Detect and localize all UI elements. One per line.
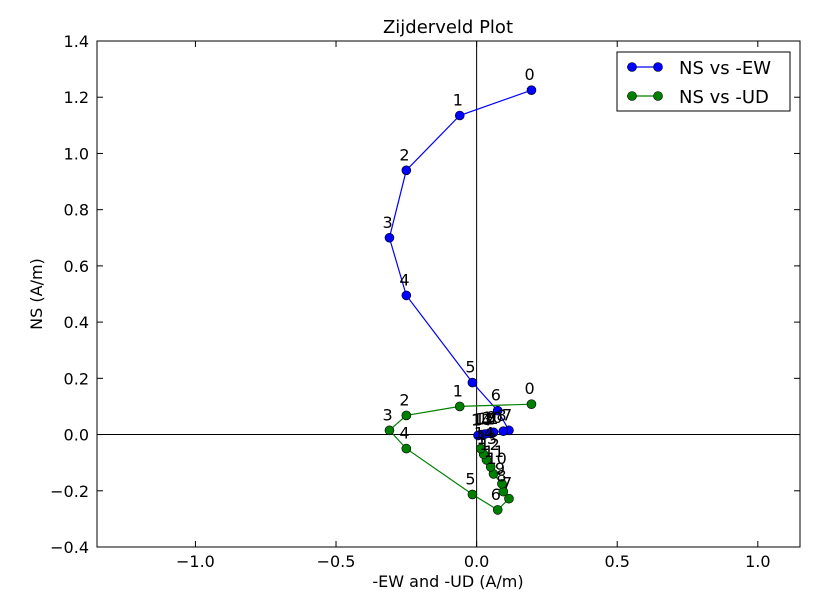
- point-label: 11: [484, 442, 504, 461]
- point-label: 5: [465, 469, 475, 488]
- point-label: 1: [453, 381, 463, 400]
- data-point: [384, 232, 395, 243]
- y-tick-label: 1.2: [64, 88, 89, 107]
- point-label: 2: [399, 145, 409, 164]
- point-label: 10: [482, 408, 502, 427]
- data-point: [467, 489, 478, 500]
- y-tick-label: 0.2: [64, 369, 89, 388]
- data-point: [526, 399, 537, 409]
- point-label: 12: [475, 410, 495, 429]
- zero-lines: [97, 41, 800, 547]
- point-label: 5: [465, 358, 475, 377]
- y-tick-label: 0.0: [64, 426, 89, 445]
- data-point: [401, 410, 412, 421]
- legend-label-ns-vs-ew: NS vs -EW: [679, 58, 771, 79]
- plot-frame: [96, 40, 801, 548]
- data-point: [473, 430, 483, 441]
- data-point: [497, 478, 507, 489]
- data-point: [504, 493, 514, 504]
- point-label: 3: [382, 405, 392, 424]
- data-point: [526, 85, 537, 95]
- y-tick-label: 0.6: [64, 257, 89, 276]
- point-label: 13: [472, 410, 492, 429]
- point-label: 1: [453, 90, 463, 109]
- legend-item-ns-vs-ew: NS vs -EW: [627, 58, 771, 79]
- legend: NS vs -EW NS vs -UD: [616, 51, 791, 112]
- data-point: [401, 165, 412, 176]
- y-tick-label: 0.4: [64, 313, 89, 332]
- y-tick-label: −0.4: [50, 538, 89, 557]
- point-label: 4: [399, 270, 409, 289]
- chart-title: Zijderveld Plot: [383, 17, 513, 38]
- legend-marker-ns-vs-ud: [653, 91, 663, 101]
- point-label: 8: [496, 406, 506, 425]
- point-label: 11: [478, 409, 498, 428]
- point-label: 9: [486, 407, 496, 426]
- axis-ticks: −1.0 −0.5 0.0 0.5 1.0 −0.4 −0.2 0.0 0.2 0.4 0.6 0.8…: [50, 32, 800, 571]
- point-label: 7: [502, 474, 512, 493]
- legend-label-ns-vs-ud: NS vs -UD: [679, 87, 769, 108]
- point-label: 2: [399, 390, 409, 409]
- data-point: [454, 110, 465, 121]
- y-axis-label: NS (A/m): [27, 258, 46, 330]
- point-label: 8: [496, 467, 506, 486]
- point-label: 14: [471, 410, 491, 429]
- point-label: 13: [477, 429, 497, 448]
- point-label: 12: [479, 435, 499, 454]
- data-point: [476, 443, 486, 454]
- point-label: 14: [474, 424, 494, 443]
- data-point: [401, 443, 412, 454]
- legend-marker-ns-vs-ew: [627, 62, 637, 72]
- point-label: 9: [495, 459, 505, 478]
- x-tick-label: 0.0: [464, 552, 489, 571]
- point-label: 10: [486, 449, 506, 468]
- plot-area: −1.0 −0.5 0.0 0.5 1.0 −0.4 −0.2 0.0 0.2 0.4 0.6 0.8…: [50, 32, 801, 571]
- y-tick-label: 1.4: [64, 32, 89, 51]
- data-point: [467, 377, 478, 388]
- x-axis-label: -EW and -UD (A/m): [372, 572, 523, 591]
- point-label: 7: [502, 405, 512, 424]
- point-label: 4: [399, 424, 409, 443]
- data-point: [401, 290, 412, 301]
- data-point: [485, 462, 496, 472]
- legend-marker-ns-vs-ud: [627, 91, 637, 101]
- y-tick-label: −0.2: [50, 482, 89, 501]
- point-label: 6: [491, 485, 501, 504]
- y-tick-label: 1.0: [64, 144, 89, 163]
- point-label: 0: [524, 65, 534, 84]
- x-tick-label: −1.0: [176, 552, 215, 571]
- x-tick-label: 1.0: [745, 552, 770, 571]
- x-tick-label: −0.5: [317, 552, 356, 571]
- data-point: [384, 425, 395, 436]
- legend-marker-ns-vs-ew: [653, 62, 663, 72]
- data-point: [492, 505, 503, 515]
- data-point: [454, 401, 465, 412]
- x-tick-label: 0.5: [604, 552, 629, 571]
- legend-box: [616, 51, 791, 112]
- y-tick-label: 0.8: [64, 201, 89, 220]
- data-point: [492, 405, 503, 416]
- point-label: 0: [524, 379, 534, 398]
- point-label: 3: [382, 213, 392, 232]
- data-point: [498, 426, 509, 436]
- legend-item-ns-vs-ud: NS vs -UD: [627, 87, 769, 108]
- point-label: 6: [491, 386, 501, 405]
